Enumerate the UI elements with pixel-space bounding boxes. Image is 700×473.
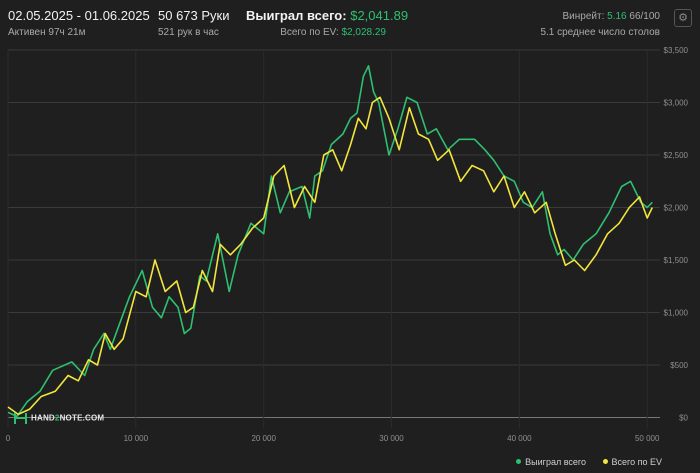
winrate-block: Винрейт: 5.16 66/100 5.1 среднее число с… <box>540 10 660 39</box>
chart-grid <box>7 49 660 428</box>
winrate-label: Винрейт: <box>562 11 605 22</box>
legend-dot-won <box>516 459 522 465</box>
logo-mark-icon <box>14 413 27 424</box>
hand2note-logo: HAND2NOTE.COM <box>14 413 104 424</box>
chart-series <box>7 64 654 418</box>
won-value: $2,041.89 <box>350 8 409 23</box>
y-tick-label: $1,500 <box>664 256 689 265</box>
ev-value: $2,028.29 <box>341 27 387 38</box>
legend-item-won[interactable]: Выиграл всего <box>516 457 586 467</box>
ev-label: Всего по EV: <box>280 27 339 38</box>
x-tick-label: 20 000 <box>251 434 276 443</box>
avg-tables: 5.1 среднее число столов <box>540 27 660 38</box>
series-line-ev <box>7 96 654 416</box>
y-tick-label: $3,500 <box>664 46 689 55</box>
x-tick-label: 30 000 <box>379 434 404 443</box>
hands-count: 50 673 Руки <box>158 8 230 23</box>
y-tick-label: $0 <box>679 414 688 423</box>
x-tick-label: 50 000 <box>635 434 660 443</box>
y-axis-ticks: $0 $500 $1,000 $1,500 $2,000 $2,500 $3,000 $3,5… <box>664 46 689 423</box>
summary-header: 02.05.2025 - 01.06.2025 Активен 97ч 21м … <box>0 0 700 44</box>
legend-item-ev[interactable]: Всего по EV <box>602 457 662 467</box>
y-tick-label: $2,500 <box>664 151 689 160</box>
legend-dot-ev <box>602 459 608 465</box>
chart-legend: Выиграл всего Всего по EV <box>502 457 662 467</box>
hands-block: 50 673 Руки 521 рук в час <box>158 8 230 39</box>
gear-icon[interactable]: ⚙ <box>674 9 692 27</box>
y-tick-label: $3,000 <box>664 99 689 108</box>
date-range: 02.05.2025 - 01.06.2025 <box>8 8 150 23</box>
results-block: Выиграл всего: $2,041.89 Всего по EV: $2… <box>246 8 408 39</box>
hands-per-hour: 521 рук в час <box>158 27 219 38</box>
x-tick-label: 40 000 <box>507 434 532 443</box>
period-block: 02.05.2025 - 01.06.2025 Активен 97ч 21м <box>8 8 150 39</box>
series-line-won <box>7 64 653 418</box>
won-label: Выиграл всего: <box>246 8 347 23</box>
y-tick-label: $1,000 <box>664 309 689 318</box>
x-axis-ticks: 0 10 000 20 000 30 000 40 000 50 000 <box>6 434 660 443</box>
y-tick-label: $2,000 <box>664 204 689 213</box>
winrate-value: 5.16 <box>607 11 627 22</box>
y-tick-label: $500 <box>670 361 688 370</box>
winnings-chart: $0 $500 $1,000 $1,500 $2,000 $2,500 $3,000 $3,5… <box>6 46 689 443</box>
active-time: Активен 97ч 21м <box>8 27 86 38</box>
x-tick-label: 0 <box>6 434 11 443</box>
winrate-suffix: 66/100 <box>629 11 660 22</box>
x-tick-label: 10 000 <box>124 434 149 443</box>
